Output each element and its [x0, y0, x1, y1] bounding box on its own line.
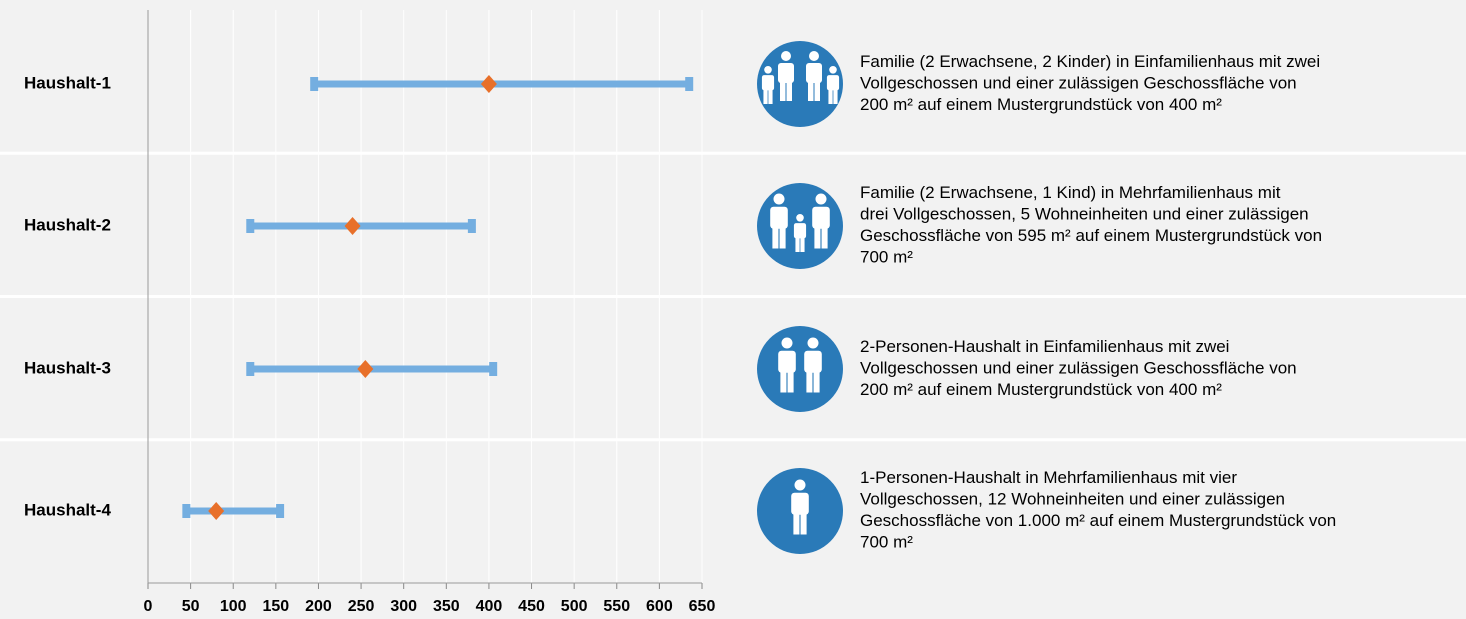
- description-line: drei Vollgeschossen, 5 Wohneinheiten und…: [860, 205, 1309, 224]
- icon-family-3: [757, 183, 843, 269]
- description-line: 700 m²: [860, 248, 913, 267]
- range-cap-high: [685, 77, 694, 91]
- range-cap-high: [467, 219, 476, 233]
- description-line: Vollgeschossen und einer zulässigen Gesc…: [860, 358, 1297, 377]
- x-tick-label: 150: [262, 598, 289, 615]
- range-cap-high: [276, 504, 285, 518]
- x-tick-label: 300: [390, 598, 417, 615]
- point: [480, 75, 497, 93]
- point: [344, 217, 361, 235]
- x-tick-label: 350: [433, 598, 460, 615]
- range-cap-low: [246, 362, 255, 376]
- x-tick-label: 500: [561, 598, 588, 615]
- category-label: Haushalt-2: [24, 215, 111, 234]
- range-bar: [186, 507, 281, 515]
- icon-couple: [757, 326, 843, 412]
- x-tick-label: 550: [603, 598, 630, 615]
- point: [357, 360, 374, 378]
- range-bar: [250, 222, 472, 230]
- icon-family-4: [757, 41, 843, 127]
- category-label: Haushalt-3: [24, 358, 111, 377]
- range-cap-low: [246, 219, 255, 233]
- description-line: Familie (2 Erwachsene, 2 Kinder) in Einf…: [860, 52, 1320, 71]
- x-tick-label: 0: [144, 598, 153, 615]
- description-line: 2-Personen-Haushalt in Einfamilienhaus m…: [860, 337, 1229, 356]
- x-tick-label: 50: [182, 598, 200, 615]
- x-tick-label: 100: [220, 598, 247, 615]
- description-line: Familie (2 Erwachsene, 1 Kind) in Mehrfa…: [860, 183, 1281, 202]
- x-tick-label: 450: [518, 598, 545, 615]
- x-tick-label: 600: [646, 598, 673, 615]
- range-bar: [314, 80, 690, 88]
- x-tick-label: 400: [476, 598, 503, 615]
- description-line: 200 m² auf einem Mustergrundstück von 40…: [860, 380, 1222, 399]
- category-label: Haushalt-1: [24, 73, 111, 92]
- icon-single: [757, 468, 843, 554]
- description-line: Geschossfläche von 1.000 m² auf einem Mu…: [860, 511, 1336, 530]
- x-tick-label: 200: [305, 598, 332, 615]
- description-line: 1-Personen-Haushalt in Mehrfamilienhaus …: [860, 468, 1237, 487]
- range-cap-low: [310, 77, 319, 91]
- point: [208, 502, 225, 520]
- range-cap-high: [489, 362, 498, 376]
- category-label: Haushalt-4: [24, 500, 111, 519]
- description-line: Geschossfläche von 595 m² auf einem Must…: [860, 226, 1322, 245]
- x-tick-label: 650: [689, 598, 716, 615]
- x-tick-label: 250: [348, 598, 375, 615]
- description-line: 200 m² auf einem Mustergrundstück von 40…: [860, 95, 1222, 114]
- description-line: Vollgeschossen, 12 Wohneinheiten und ein…: [860, 490, 1285, 509]
- range-cap-low: [182, 504, 191, 518]
- description-line: 700 m²: [860, 533, 913, 552]
- description-line: Vollgeschossen und einer zulässigen Gesc…: [860, 73, 1297, 92]
